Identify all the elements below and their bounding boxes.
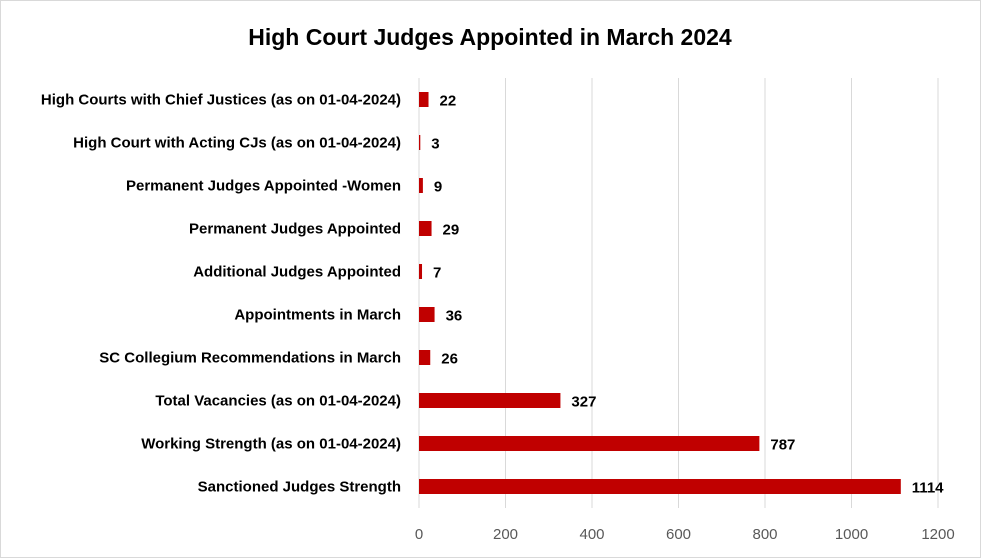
bar — [419, 92, 429, 107]
data-label: 26 — [441, 351, 458, 368]
data-label: 327 — [571, 394, 596, 411]
bar — [419, 264, 423, 279]
category-label: High Courts with Chief Justices (as on 0… — [41, 92, 401, 109]
category-label: Working Strength (as on 01-04-2024) — [141, 436, 401, 453]
category-label: Total Vacancies (as on 01-04-2024) — [155, 393, 401, 410]
value-labels: 22 3 9 29 7 36 26 327 787 1114 — [431, 93, 944, 497]
x-tick-label: 1200 — [921, 526, 954, 543]
x-tick-label: 400 — [579, 526, 604, 543]
data-label: 787 — [770, 437, 795, 454]
bar — [419, 307, 435, 322]
bars — [419, 92, 901, 494]
data-label: 29 — [443, 222, 460, 239]
category-label: Additional Judges Appointed — [193, 264, 401, 281]
data-label: 3 — [431, 136, 439, 153]
category-labels: High Courts with Chief Justices (as on 0… — [41, 92, 401, 496]
bar — [419, 479, 901, 494]
category-label: SC Collegium Recommendations in March — [99, 350, 401, 367]
bar — [419, 221, 432, 236]
x-tick-label: 1000 — [835, 526, 868, 543]
x-tick-label: 0 — [415, 526, 423, 543]
bar — [419, 178, 423, 193]
data-label: 1114 — [912, 480, 944, 497]
bar — [419, 436, 760, 451]
data-label: 36 — [446, 308, 463, 325]
category-label: Appointments in March — [234, 307, 401, 324]
data-label: 7 — [433, 265, 441, 282]
bar — [419, 135, 421, 150]
x-axis-ticks: 0 200 400 600 800 1000 1200 — [415, 526, 955, 543]
data-label: 9 — [434, 179, 442, 196]
data-label: 22 — [440, 93, 457, 110]
category-label: Sanctioned Judges Strength — [198, 479, 401, 496]
category-label: High Court with Acting CJs (as on 01-04-… — [73, 135, 401, 152]
chart-title: High Court Judges Appointed in March 202… — [248, 24, 732, 50]
bar — [419, 350, 431, 365]
x-tick-label: 800 — [752, 526, 777, 543]
x-tick-label: 200 — [493, 526, 518, 543]
category-label: Permanent Judges Appointed -Women — [126, 178, 401, 195]
bar — [419, 393, 561, 408]
x-tick-label: 600 — [666, 526, 691, 543]
category-label: Permanent Judges Appointed — [189, 221, 401, 238]
